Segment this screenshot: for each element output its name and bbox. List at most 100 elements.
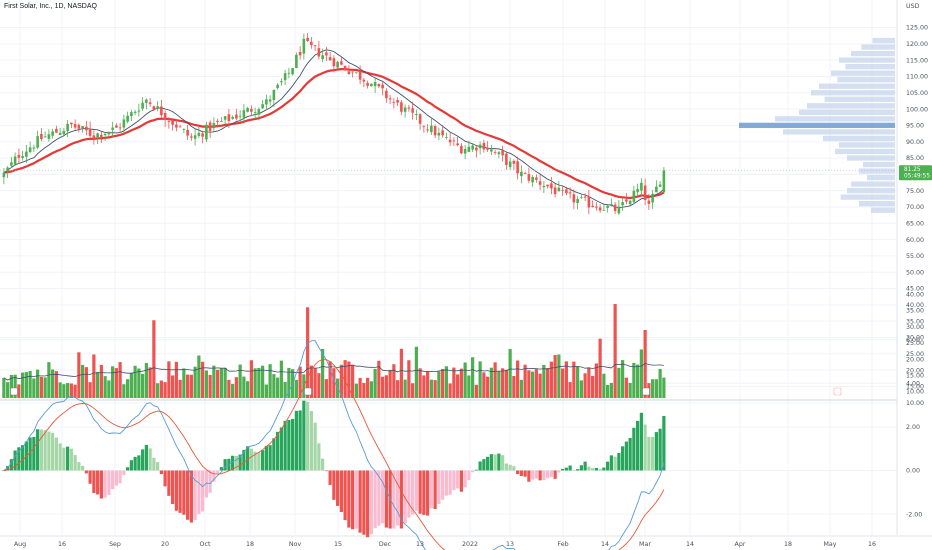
macd-histogram-bar bbox=[21, 445, 25, 471]
macd-histogram-bar bbox=[369, 470, 373, 535]
macd-histogram-bar bbox=[516, 470, 520, 475]
candle-body bbox=[175, 124, 178, 128]
volume-bar bbox=[628, 382, 632, 398]
volume-bar bbox=[47, 362, 51, 398]
macd-histogram-bar bbox=[467, 470, 471, 481]
volume-bar bbox=[178, 379, 182, 398]
macd-histogram-bar bbox=[606, 461, 610, 471]
macd-histogram-bar bbox=[437, 470, 441, 504]
candle-body bbox=[448, 139, 452, 143]
macd-histogram-bar bbox=[231, 455, 235, 471]
price-tick-label: 115.00 bbox=[906, 57, 928, 64]
candle-body bbox=[21, 156, 24, 158]
candle-body bbox=[186, 129, 189, 136]
candle-body bbox=[460, 145, 463, 154]
macd-histogram-bar bbox=[426, 470, 430, 516]
volume-bar bbox=[557, 354, 561, 398]
volume-bar bbox=[339, 364, 343, 398]
macd-histogram-bar bbox=[594, 468, 598, 471]
candle-body bbox=[501, 150, 504, 156]
volume-bar bbox=[208, 374, 212, 398]
volume-bar bbox=[212, 365, 216, 398]
macd-histogram-bar bbox=[366, 470, 370, 538]
volume-bar bbox=[448, 383, 452, 398]
candle-body bbox=[538, 181, 542, 185]
candle-body bbox=[565, 189, 568, 194]
macd-histogram-bar bbox=[51, 432, 55, 471]
candle-body bbox=[422, 126, 426, 128]
volume-bar bbox=[36, 369, 40, 398]
candle-body bbox=[111, 127, 114, 130]
macd-histogram-bar bbox=[662, 416, 666, 471]
volume-bar bbox=[478, 361, 482, 398]
volume-bar bbox=[298, 366, 302, 398]
macd-histogram-bar bbox=[418, 470, 422, 514]
macd-histogram-bar bbox=[174, 470, 178, 511]
candle-body bbox=[280, 81, 283, 83]
macd-histogram-bar bbox=[197, 470, 201, 515]
candle-body bbox=[445, 137, 448, 138]
macd-histogram-bar bbox=[523, 470, 527, 477]
candle-body bbox=[96, 133, 99, 138]
candle-body bbox=[478, 144, 482, 149]
candle-body bbox=[216, 120, 219, 122]
macd-histogram-bar bbox=[39, 429, 43, 471]
candle-body bbox=[595, 206, 598, 208]
price-tick-label: 90.00 bbox=[906, 139, 924, 146]
candle-body bbox=[287, 72, 291, 74]
volume-bar bbox=[583, 373, 587, 398]
candle-body bbox=[122, 119, 126, 128]
volume-profile-bar bbox=[851, 50, 895, 57]
macd-histogram-bar bbox=[309, 411, 313, 471]
volume-bar bbox=[598, 338, 602, 398]
macd-histogram-bar bbox=[336, 470, 340, 506]
candle-body bbox=[486, 147, 489, 150]
macd-histogram-bar bbox=[658, 428, 662, 471]
volume-bar bbox=[613, 304, 617, 398]
volume-bar bbox=[249, 360, 253, 398]
macd-histogram-bar bbox=[351, 470, 355, 530]
macd-histogram-bar bbox=[111, 470, 115, 490]
candle-body bbox=[426, 129, 429, 131]
candle-body bbox=[433, 125, 437, 136]
volume-bar bbox=[81, 364, 85, 398]
macd-histogram-bar bbox=[126, 467, 130, 471]
volume-bar bbox=[219, 368, 223, 398]
volume-profile-bar bbox=[863, 161, 895, 168]
volume-bar bbox=[103, 376, 107, 398]
candle-body bbox=[441, 130, 444, 136]
time-tick-label: Aug bbox=[14, 541, 26, 548]
macd-histogram-bar bbox=[156, 462, 160, 471]
volume-bar bbox=[324, 379, 328, 398]
macd-histogram-bar bbox=[553, 470, 557, 479]
macd-histogram-bar bbox=[302, 400, 306, 471]
candle-body bbox=[561, 189, 564, 191]
candle-body bbox=[17, 154, 21, 158]
candle-body bbox=[437, 132, 441, 136]
macd-tick-label: -2.00 bbox=[906, 511, 922, 518]
volume-bar bbox=[482, 372, 486, 398]
candle-body bbox=[115, 125, 118, 128]
candle-body bbox=[625, 199, 628, 202]
time-tick-label: 15 bbox=[334, 541, 342, 548]
volume-bar bbox=[268, 364, 272, 398]
macd-histogram-bar bbox=[242, 449, 246, 471]
price-tick-label: 40.00 bbox=[906, 302, 924, 309]
candles bbox=[2, 33, 666, 215]
time-tick-label: 14 bbox=[601, 541, 609, 548]
candle-body bbox=[332, 58, 336, 67]
macd-histogram-bar bbox=[587, 466, 591, 471]
macd-histogram-bar bbox=[306, 401, 310, 471]
candle-body bbox=[576, 199, 579, 204]
volume-bar bbox=[257, 367, 261, 398]
candle-body bbox=[36, 136, 39, 148]
macd-histogram-bar bbox=[474, 469, 478, 471]
volume-profile-bar bbox=[835, 148, 895, 155]
macd-histogram-bar bbox=[534, 470, 538, 479]
volume-bar bbox=[6, 382, 10, 398]
macd-histogram-bar bbox=[264, 445, 268, 471]
price-tick-label: 30.00 bbox=[906, 335, 924, 342]
price-tick-label: 110.00 bbox=[906, 74, 928, 81]
macd-histogram-bar bbox=[28, 437, 32, 471]
